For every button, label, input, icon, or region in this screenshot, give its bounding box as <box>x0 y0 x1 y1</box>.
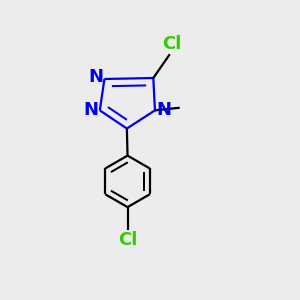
Text: N: N <box>88 68 103 86</box>
Text: N: N <box>83 101 98 119</box>
Text: N: N <box>156 101 171 119</box>
Text: Cl: Cl <box>118 231 137 249</box>
Text: Cl: Cl <box>162 35 181 53</box>
